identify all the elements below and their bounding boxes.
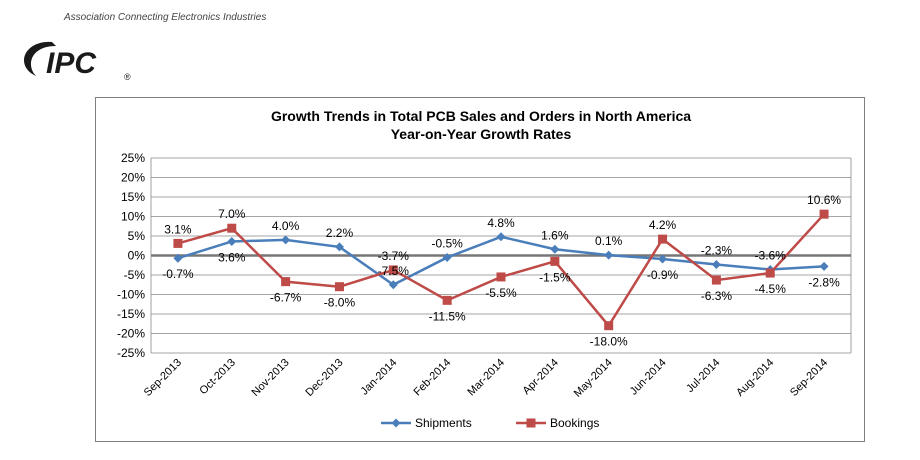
data-label-shipments: 1.6% [541,228,569,242]
x-tick-label: Jul-2014 [684,357,722,395]
data-label-bookings: -6.3% [701,289,733,303]
logo-registered-mark: ® [124,72,131,82]
data-label-bookings: 4.2% [649,218,677,232]
x-axis-ticks: Sep-2013 Oct-2013 Nov-2013 Dec-2013 Jan-2014… [142,357,830,400]
legend-label-shipments: Shipments [415,416,472,430]
logo-swoosh-icon [24,41,56,76]
x-tick-label: Jan-2014 [359,357,400,398]
data-label-bookings: -5.5% [485,286,517,300]
y-tick-label: -25% [117,346,145,360]
shipments-point [334,242,344,252]
shipments-point [173,253,183,263]
data-label-bookings: 10.6% [807,193,841,207]
y-tick-label: 25% [121,151,145,165]
shipments-point [711,259,721,269]
bookings-point [711,275,721,285]
y-tick-label: 15% [121,190,145,204]
x-tick-label: Apr-2014 [520,357,560,397]
growth-chart: Growth Trends in Total PCB Sales and Ord… [117,108,852,430]
shipments-point [281,235,291,245]
bookings-point [334,282,344,292]
data-label-bookings: -1.5% [539,270,571,284]
bookings-point [281,277,291,287]
x-tick-label: Sep-2013 [142,357,184,399]
bookings-point [819,209,829,219]
y-tick-label: 0% [128,249,146,263]
data-label-shipments: 4.8% [487,216,515,230]
data-label-bookings: -3.7% [378,249,410,263]
y-tick-label: 10% [121,210,145,224]
y-tick-label: -15% [117,307,145,321]
data-label-shipments: -0.7% [162,267,194,281]
legend-label-bookings: Bookings [550,416,599,430]
x-tick-label: Nov-2013 [250,357,292,399]
data-label-bookings: -6.7% [270,291,302,305]
x-tick-label: Mar-2014 [465,357,507,399]
chart-frame: Growth Trends in Total PCB Sales and Ord… [95,97,865,442]
x-tick-label: Feb-2014 [411,357,453,399]
legend-square-icon [526,418,536,428]
y-axis-ticks: 25% 20% 15% 10% 5% 0% -5% -10% -15% -20% -25% [117,151,145,360]
data-label-bookings: -11.5% [429,309,466,323]
data-label-shipments: -3.6% [755,249,787,263]
data-labels: -0.7% 3.6% 4.0% 2.2% -7.5% -0.5% 4.8% 1.6% 0.1% -… [162,193,841,349]
data-label-bookings: -8.0% [324,296,356,310]
x-tick-label: Oct-2013 [197,357,237,397]
y-tick-label: -10% [117,288,145,302]
x-tick-label: Dec-2013 [303,357,345,399]
legend: Shipments Bookings [381,416,599,430]
shipments-point [388,280,398,290]
shipments-point [658,254,668,264]
y-tick-label: 5% [128,229,146,243]
bookings-point [765,268,775,278]
bookings-point [227,223,237,233]
logo-text: IPC [46,47,97,80]
bookings-point [604,321,614,331]
data-label-shipments: 2.2% [326,226,354,240]
chart-subtitle: Year-on-Year Growth Rates [391,126,572,142]
data-label-bookings: 7.0% [218,207,246,221]
y-tick-label: -20% [117,327,145,341]
x-tick-label: Sep-2014 [788,357,830,399]
shipments-point [442,252,452,262]
shipments-point [604,250,614,260]
x-tick-label: Aug-2014 [734,357,776,399]
data-label-shipments: -0.5% [431,236,463,250]
chart-title: Growth Trends in Total PCB Sales and Ord… [271,108,691,124]
legend-diamond-icon [391,418,401,428]
tagline: Association Connecting Electronics Indus… [64,12,267,23]
data-label-bookings: -4.5% [755,282,787,296]
data-label-bookings: -18.0% [590,335,628,349]
shipments-point [550,244,560,254]
bookings-point [550,256,560,266]
data-label-bookings: 3.1% [164,222,192,236]
shipments-point [496,232,506,242]
y-tick-label: -5% [124,268,146,282]
data-label-shipments: 4.0% [272,219,300,233]
shipments-point [227,236,237,246]
bookings-point [442,295,452,305]
gridlines [150,157,852,354]
x-tick-label: Jun-2014 [628,357,669,398]
data-label-shipments: -2.8% [808,275,840,289]
bookings-point [496,272,506,282]
bookings-point [388,265,398,275]
data-label-shipments: -0.9% [647,268,679,282]
bookings-point [658,234,668,244]
data-label-shipments: 3.6% [218,250,246,264]
data-label-shipments: 0.1% [595,234,623,248]
shipments-point [819,261,829,271]
data-label-shipments: -2.3% [701,243,733,257]
y-tick-label: 20% [121,171,145,185]
bookings-point [173,238,183,248]
x-tick-label: May-2014 [572,357,615,400]
ipc-logo: IPC ® [24,41,131,82]
series-lines [173,209,829,331]
data-label-shipments: -7.5% [378,264,410,278]
